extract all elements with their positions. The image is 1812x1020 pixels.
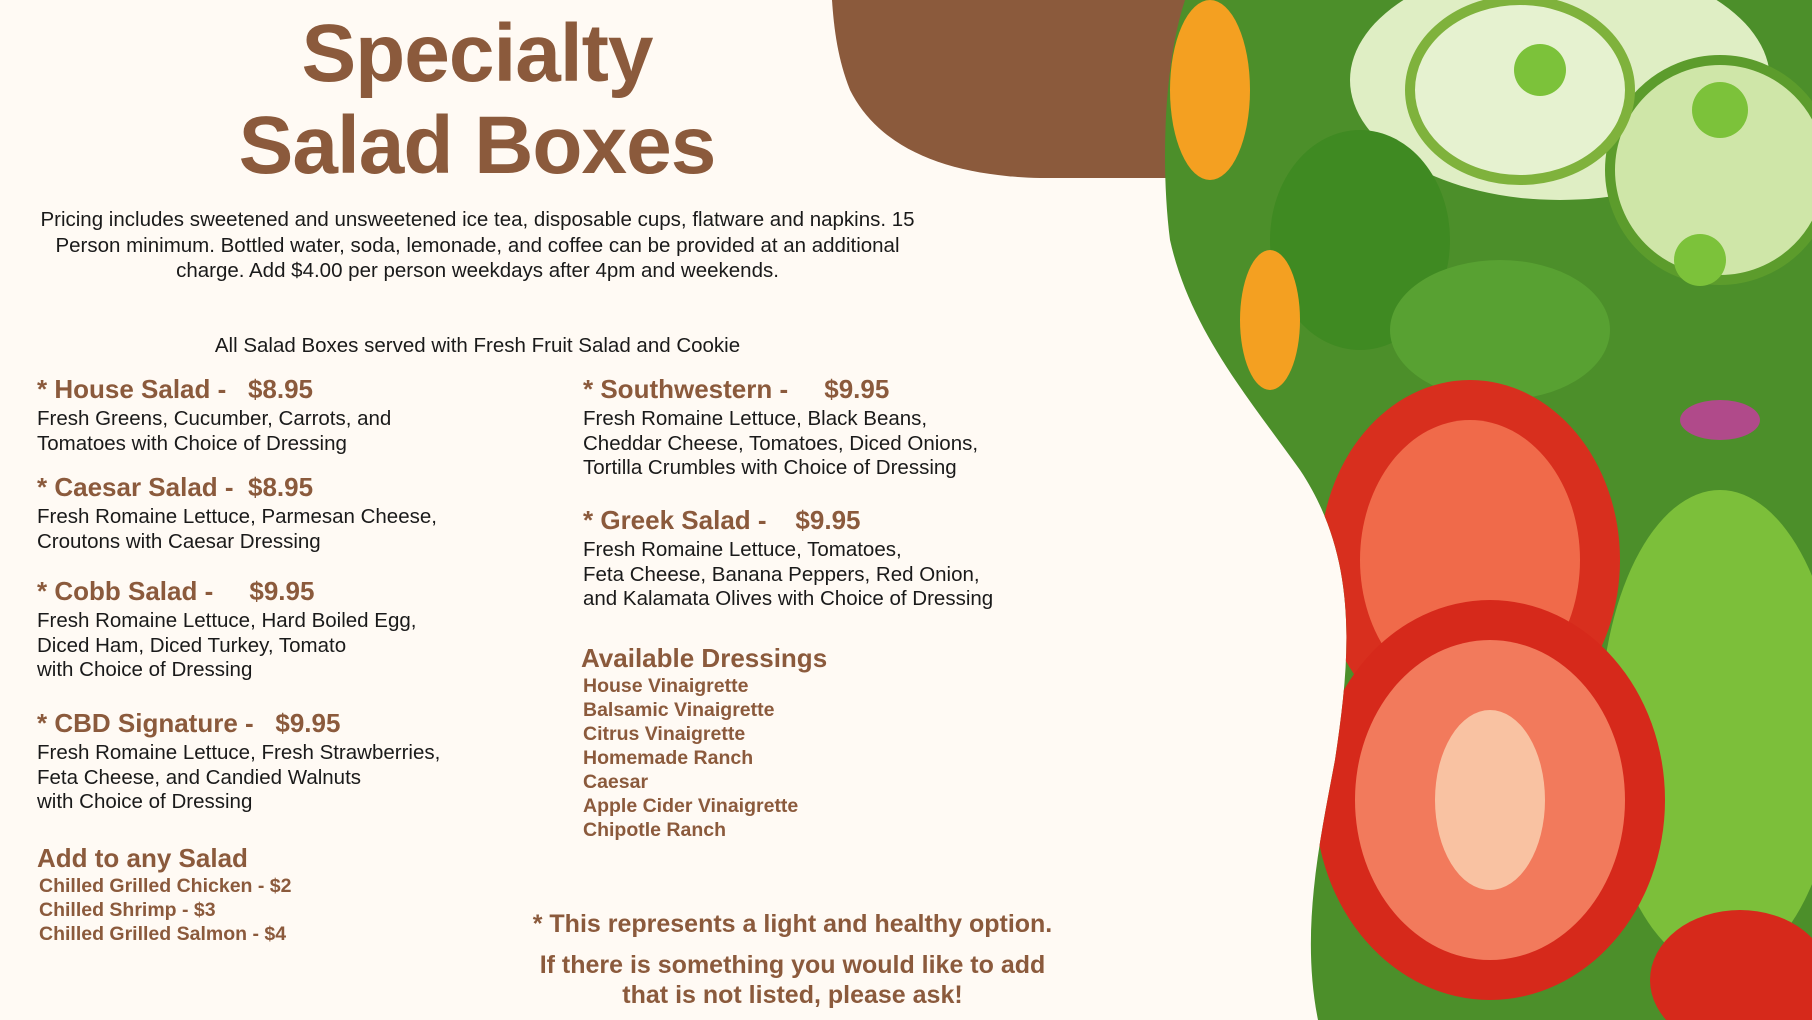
salad-heading: * CBD Signature - $9.95: [37, 708, 341, 738]
salad-cbd-signature: * CBD Signature - $9.95 Fresh Romaine Le…: [37, 708, 440, 815]
salad-heading: * Greek Salad - $9.95: [583, 505, 861, 535]
title-line-2: Salad Boxes: [238, 100, 717, 191]
add-ons-section: Add to any Salad Chilled Grilled Chicken…: [37, 843, 291, 946]
salad-house: * House Salad - $8.95 Fresh Greens, Cucu…: [37, 374, 391, 456]
dressing-item: Chipotle Ranch: [583, 819, 727, 841]
add-on-item: Chilled Grilled Chicken - $2: [39, 875, 292, 897]
add-on-item: Chilled Grilled Salmon - $4: [39, 923, 287, 945]
salad-photo: [1165, 0, 1812, 1020]
salad-description: Fresh Romaine Lettuce, Fresh Strawberrie…: [37, 741, 441, 813]
brown-blob: [832, 0, 1200, 178]
dressing-item: Caesar: [583, 771, 649, 793]
salad-description: Fresh Romaine Lettuce, Black Beans, Ched…: [583, 407, 979, 479]
dressings-heading: Available Dressings: [581, 643, 828, 673]
salad-heading: * House Salad - $8.95: [37, 374, 314, 404]
page-title: Specialty Salad Boxes: [180, 8, 774, 192]
salad-description: Fresh Romaine Lettuce, Tomatoes, Feta Ch…: [583, 538, 994, 610]
dressing-item: House Vinaigrette: [583, 675, 749, 697]
add-on-item: Chilled Shrimp - $3: [39, 899, 216, 921]
healthy-option-note: * This represents a light and healthy op…: [532, 910, 1053, 938]
salad-greek: * Greek Salad - $9.95 Fresh Romaine Lett…: [583, 505, 993, 612]
salad-heading: * Caesar Salad - $8.95: [37, 472, 314, 502]
dressing-item: Balsamic Vinaigrette: [583, 699, 775, 721]
salad-description: Fresh Romaine Lettuce, Parmesan Cheese, …: [37, 505, 437, 553]
dressings-section: Available Dressings House Vinaigrette Ba…: [581, 643, 827, 842]
served-with-note: All Salad Boxes served with Fresh Fruit …: [214, 334, 741, 357]
salad-caesar: * Caesar Salad - $8.95 Fresh Romaine Let…: [37, 472, 437, 554]
dressing-item: Homemade Ranch: [583, 747, 754, 769]
title-line-1: Specialty: [301, 8, 653, 99]
add-ons-heading: Add to any Salad: [37, 843, 248, 873]
salad-southwestern: * Southwestern - $9.95 Fresh Romaine Let…: [583, 374, 978, 481]
salad-description: Fresh Greens, Cucumber, Carrots, and Tom…: [37, 407, 392, 455]
salad-cobb: * Cobb Salad - $9.95 Fresh Romaine Lettu…: [37, 576, 416, 683]
salad-heading: * Cobb Salad - $9.95: [37, 576, 315, 606]
salad-heading: * Southwestern - $9.95: [583, 374, 890, 404]
dressing-item: Apple Cider Vinaigrette: [583, 795, 799, 817]
ask-note: If there is something you would like to …: [539, 951, 1046, 1009]
salad-description: Fresh Romaine Lettuce, Hard Boiled Egg, …: [37, 609, 417, 681]
dressing-item: Citrus Vinaigrette: [583, 723, 746, 745]
pricing-intro: Pricing includes sweetened and unsweeten…: [40, 208, 915, 282]
